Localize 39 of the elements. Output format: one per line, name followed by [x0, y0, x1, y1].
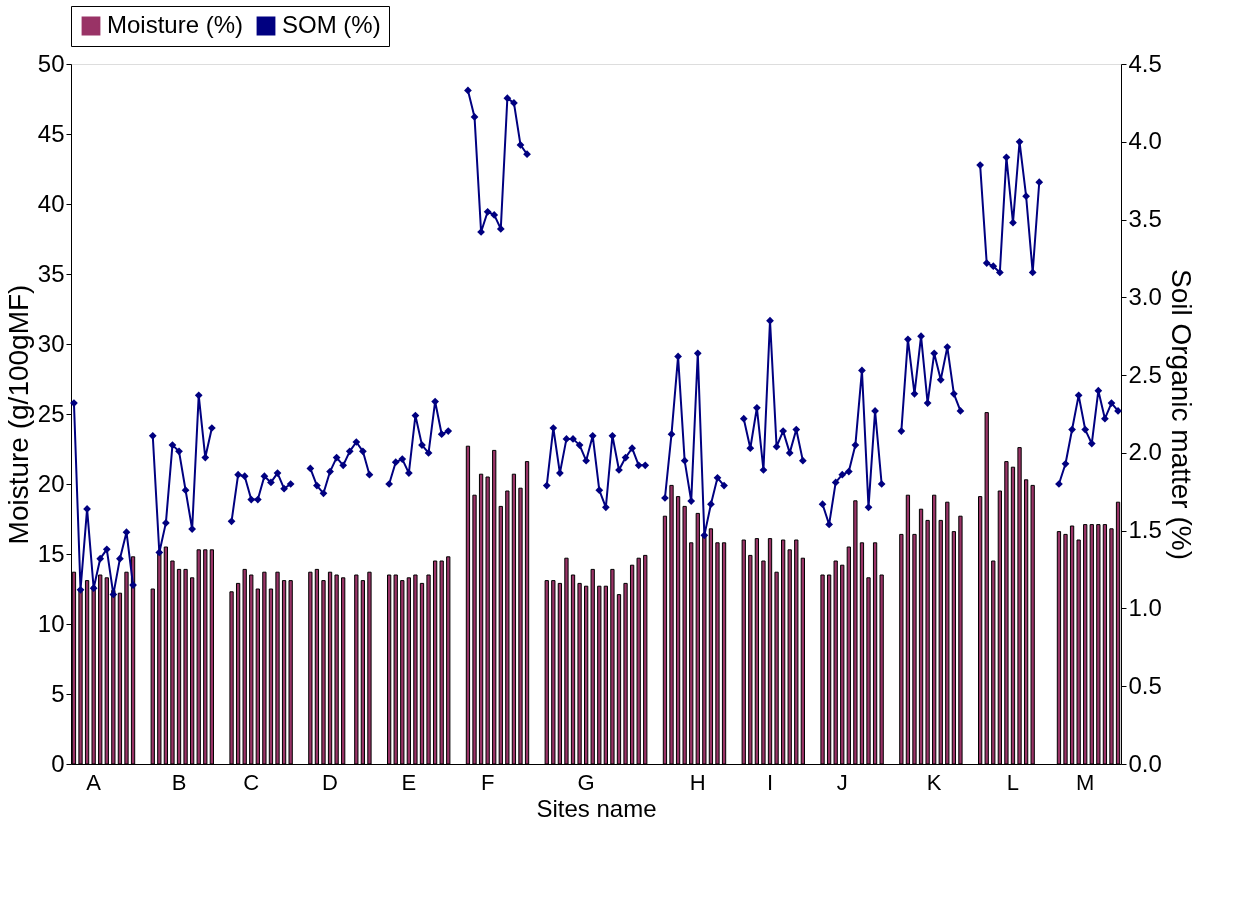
y-tick-label: 25	[37, 399, 65, 427]
y-tick-label: 30	[37, 329, 65, 357]
y2-tick-label: 3.5	[1128, 205, 1162, 233]
y-tick-label: 50	[37, 49, 65, 77]
y-tick-label: 10	[37, 609, 65, 637]
x-axis-title: Sites name	[536, 794, 657, 822]
y2-tick-label: 1.0	[1128, 593, 1162, 621]
y-tick-label: 45	[37, 119, 65, 147]
x-tick-label: B	[171, 769, 187, 795]
x-tick-label: C	[243, 769, 260, 795]
y-tick-label: 20	[37, 469, 65, 497]
y2-tick-label: 0.0	[1128, 749, 1162, 777]
legend-label: Moisture (%)	[107, 11, 244, 38]
x-tick-label: E	[401, 769, 417, 795]
y-tick-label: 0	[51, 749, 65, 777]
x-tick-label: A	[86, 769, 102, 795]
x-tick-label: M	[1076, 769, 1095, 795]
y2-tick-label: 4.0	[1128, 127, 1162, 155]
x-tick-label: F	[480, 769, 495, 795]
x-tick-label: D	[322, 769, 338, 795]
legend-label: SOM (%)	[282, 11, 381, 38]
x-tick-label: K	[926, 769, 942, 795]
x-tick-label: L	[1006, 769, 1020, 795]
x-tick-label: H	[689, 769, 706, 795]
y-tick-label: 5	[51, 679, 65, 707]
y2-tick-label: 3.0	[1128, 282, 1162, 310]
x-tick-label: I	[766, 769, 774, 795]
y-axis-title: Moisture (g/100gMF)	[2, 284, 34, 545]
y2-tick-label: 0.5	[1128, 671, 1162, 699]
y-tick-label: 15	[37, 539, 65, 567]
y2-tick-label: 4.5	[1128, 49, 1162, 77]
x-tick-label: J	[836, 769, 848, 795]
y2-axis-title: Soil Organic matter (%)	[1165, 269, 1197, 560]
x-tick-label: G	[577, 769, 595, 795]
y2-tick-label: 2.5	[1128, 360, 1162, 388]
y-tick-label: 40	[37, 189, 65, 217]
y2-tick-label: 1.5	[1128, 516, 1162, 544]
y-tick-label: 35	[37, 259, 65, 287]
y2-tick-label: 2.0	[1128, 438, 1162, 466]
